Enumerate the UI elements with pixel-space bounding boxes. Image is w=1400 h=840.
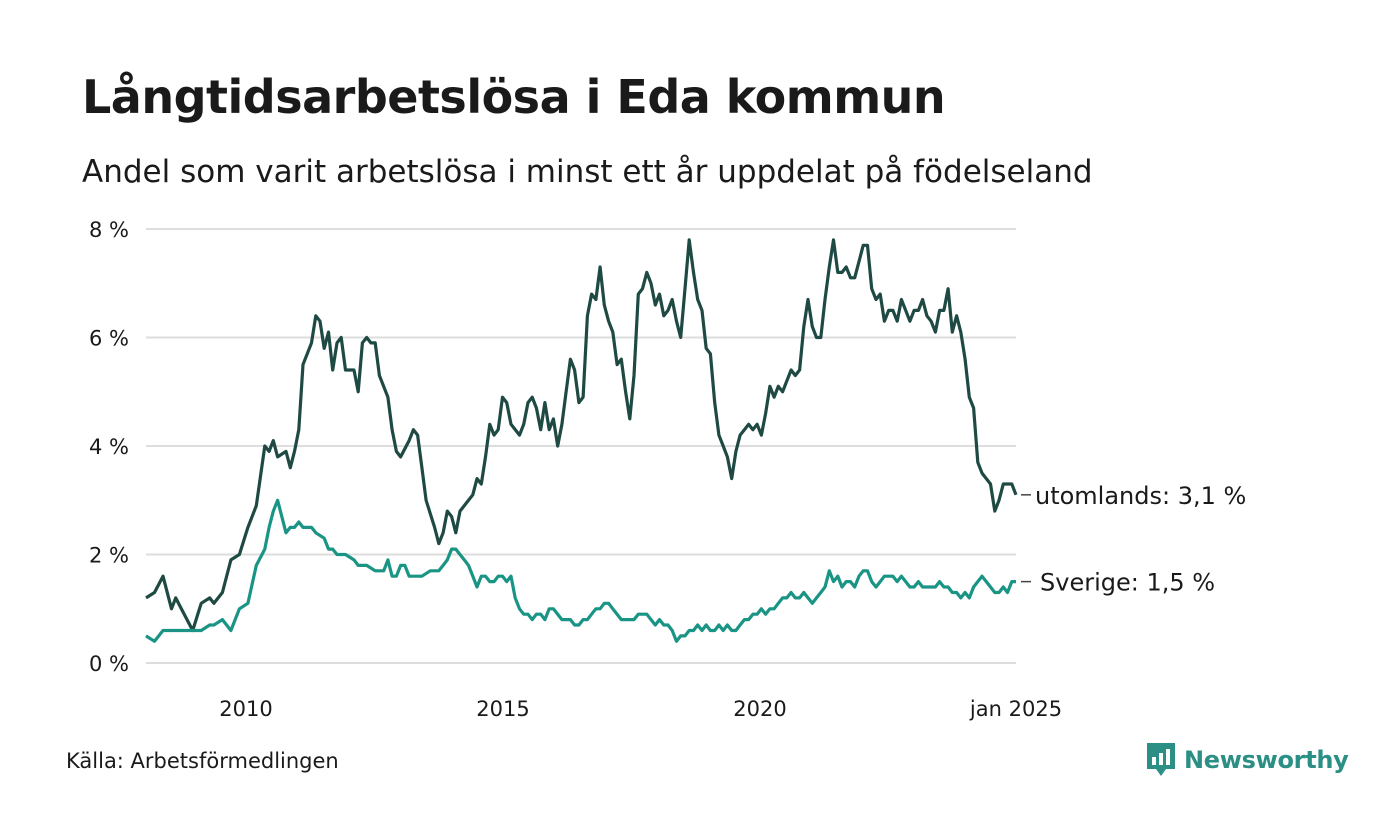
series-line-sverige (145, 498, 1016, 643)
chart-subtitle: Andel som varit arbetslösa i minst ett å… (82, 154, 1093, 190)
source-note: Källa: Arbetsförmedlingen (66, 749, 339, 773)
series-layer (145, 238, 1018, 643)
newsworthy-logo-icon (1147, 743, 1175, 776)
series-labels: utomlands: 3,1 % Sverige: 1,5 % (1021, 482, 1246, 597)
x-tick-label: 2010 (219, 697, 272, 721)
series-end-label: Sverige: 1,5 % (1040, 569, 1215, 597)
series-line-utomlands (145, 238, 1018, 633)
newsworthy-logo: Newsworthy (1146, 742, 1349, 778)
chart-title: Långtidsarbetslösa i Eda kommun (82, 70, 946, 124)
x-axis: 2010 2015 2020 jan 2025 (219, 697, 1062, 721)
x-tick-label: 2015 (476, 697, 529, 721)
series-end-label: utomlands: 3,1 % (1035, 482, 1246, 510)
y-axis: 0 % 2 % 4 % 6 % 8 % (89, 218, 129, 676)
y-tick-label: 6 % (89, 327, 129, 351)
x-tick-label: 2020 (733, 697, 786, 721)
y-tick-label: 4 % (89, 435, 129, 459)
grid-layer (146, 228, 1016, 664)
x-tick-label: jan 2025 (969, 697, 1062, 721)
y-tick-label: 8 % (89, 218, 129, 242)
newsworthy-logo-text: Newsworthy (1184, 746, 1349, 774)
y-tick-label: 0 % (89, 652, 129, 676)
y-tick-label: 2 % (89, 544, 129, 568)
